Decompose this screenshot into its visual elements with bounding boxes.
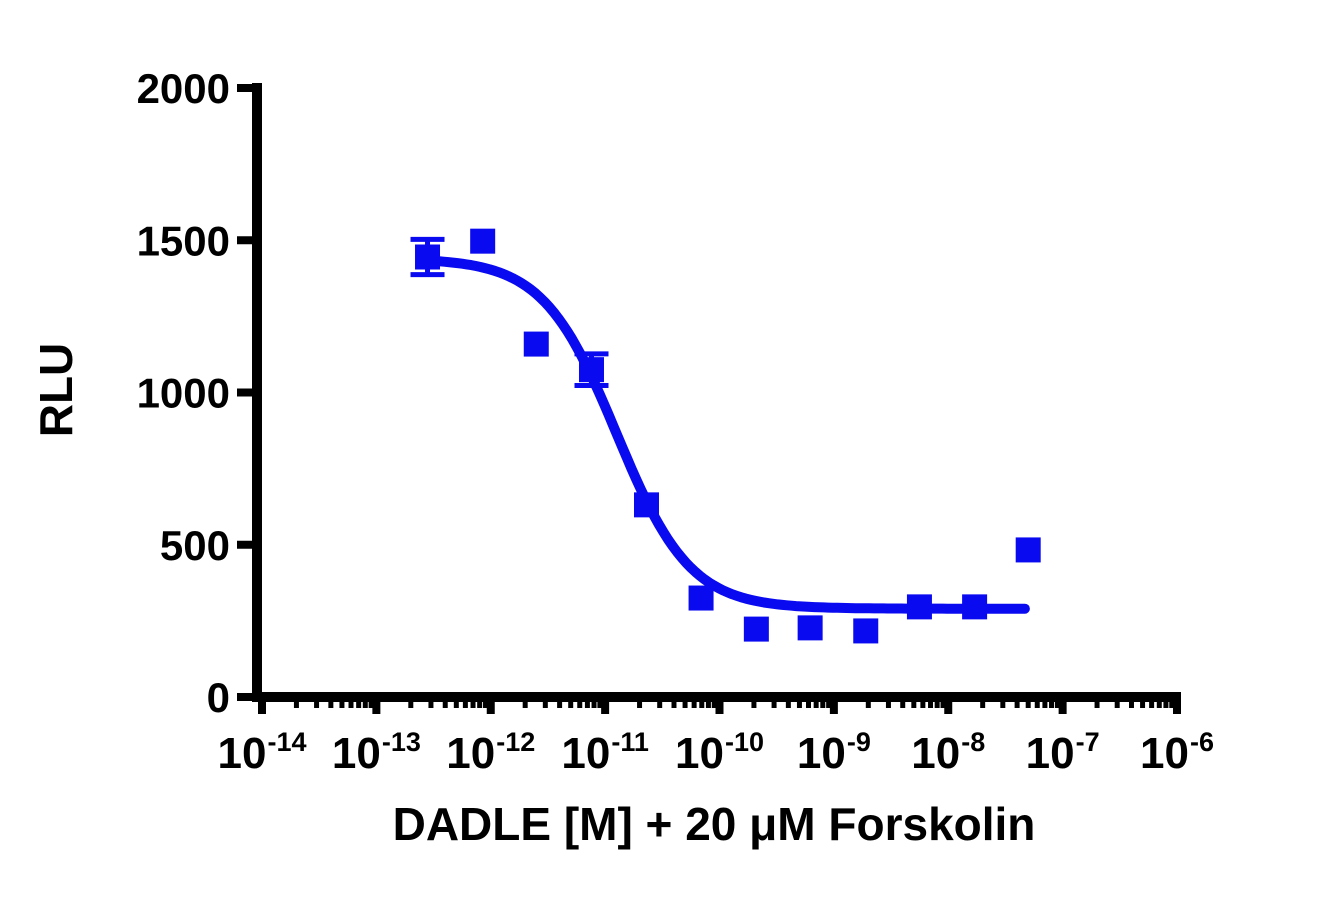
data-point (688, 585, 714, 611)
x-axis-title: DADLE [M] + 20 μM Forskolin (393, 798, 1036, 850)
data-point (962, 594, 988, 620)
data-point (797, 615, 823, 641)
data-points (415, 228, 1041, 644)
data-point (633, 492, 659, 518)
y-tick-label: 2000 (137, 65, 230, 112)
data-point (743, 616, 769, 642)
y-tick-label: 1500 (137, 217, 230, 264)
y-axis-title: RLU (30, 343, 82, 438)
data-point (906, 594, 932, 620)
x-axis-ticks (258, 697, 1181, 714)
y-axis-ticks (237, 84, 257, 701)
x-tick-label: 10-13 (332, 727, 421, 778)
y-tick-label: 500 (160, 522, 230, 569)
data-point (578, 357, 604, 383)
x-tick-label: 10-14 (218, 727, 307, 778)
data-point (470, 228, 496, 254)
x-tick-label: 10-12 (446, 727, 535, 778)
y-tick-label: 0 (207, 674, 230, 721)
data-point (853, 618, 879, 644)
data-point (1015, 537, 1041, 563)
y-tick-label: 1000 (137, 370, 230, 417)
x-tick-label: 10-8 (911, 727, 985, 778)
x-tick-label: 10-11 (561, 727, 649, 778)
data-point (415, 244, 441, 270)
x-tick-label: 10-7 (1026, 727, 1100, 778)
fit-curve (420, 255, 1030, 614)
y-axis-tick-labels: 2000 1500 1000 500 0 (137, 65, 230, 721)
x-tick-label: 10-9 (797, 727, 871, 778)
data-point (523, 331, 549, 357)
x-axis-tick-labels: 10-14 10-13 10-12 10-11 10-10 10-9 10-8 10-7 10-… (218, 727, 1214, 778)
x-tick-label: 10-10 (675, 727, 764, 778)
x-tick-label: 10-6 (1140, 727, 1214, 778)
